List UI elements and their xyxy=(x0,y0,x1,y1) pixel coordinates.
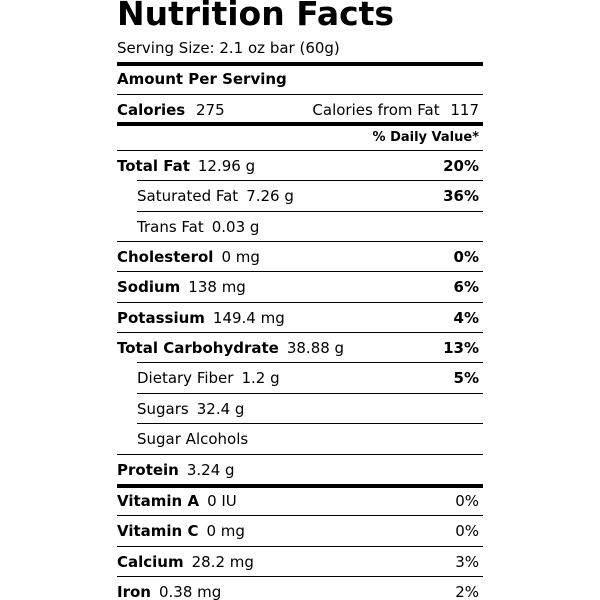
nutrient-row: Sugars 32.4 g xyxy=(137,392,483,424)
nutrient-row: Saturated Fat 7.26 g 36% xyxy=(137,180,483,211)
nutrient-amount: 0 mg xyxy=(221,248,260,267)
calories-row: Calories 275 Calories from Fat 117 xyxy=(117,94,483,125)
nutrient-row: Cholesterol 0 mg 0% xyxy=(117,241,483,272)
nutrient-row: Dietary Fiber 1.2 g 5% xyxy=(137,362,483,393)
nutrient-name: Iron xyxy=(117,582,151,600)
daily-value: 0% xyxy=(455,491,479,510)
daily-value: 2% xyxy=(455,582,479,600)
nutrition-label: Nutrition Facts Serving Size: 2.1 oz bar… xyxy=(117,0,483,600)
nutrient-name: Calcium xyxy=(117,552,184,571)
nutrient-name: Protein xyxy=(117,460,179,479)
daily-value: 36% xyxy=(443,187,479,206)
calories-fat-value: 117 xyxy=(450,101,479,119)
nutrient-name: Vitamin A xyxy=(117,491,200,510)
nutrient-row: Vitamin C 0 mg 0% xyxy=(117,515,483,546)
nutrient-amount: 0.03 g xyxy=(211,217,260,236)
nutrient-row: Sugar Alcohols xyxy=(137,423,483,454)
nutrient-amount: 38.88 g xyxy=(286,339,345,358)
nutrient-name: Saturated Fat xyxy=(137,187,239,206)
nutrient-amount: 7.26 g xyxy=(246,187,294,206)
nutrient-row: Protein 3.24 g xyxy=(117,453,483,485)
daily-value: 0% xyxy=(455,522,479,541)
nutrient-row: Potassium 149.4 mg 4% xyxy=(117,301,483,333)
daily-value: 20% xyxy=(443,157,479,175)
nutrient-amount: 28.2 mg xyxy=(191,552,254,571)
nutrient-amount: 149.4 mg xyxy=(212,308,285,327)
daily-value: 4% xyxy=(453,308,479,327)
nutrient-name: Total Fat xyxy=(117,157,190,175)
nutrient-name: Total Carbohydrate xyxy=(117,339,279,358)
nutrient-amount: 138 mg xyxy=(188,278,246,297)
calories-label: Calories xyxy=(117,101,186,119)
nutrient-name: Sodium xyxy=(117,278,181,297)
nutrient-name: Potassium xyxy=(117,308,205,327)
daily-value: 5% xyxy=(453,369,479,388)
nutrient-row: Vitamin A 0 IU 0% xyxy=(117,484,483,516)
nutrient-name: Trans Fat xyxy=(137,217,204,236)
daily-value-header: % Daily Value* xyxy=(372,130,479,145)
nutrient-name: Dietary Fiber xyxy=(137,369,234,388)
thick-rule xyxy=(117,122,483,126)
amount-per-serving: Amount Per Serving xyxy=(117,70,287,88)
calories-value: 275 xyxy=(196,101,225,119)
nutrient-name: Sugars xyxy=(137,399,189,418)
nutrient-amount: 0 IU xyxy=(207,491,237,510)
daily-value: 0% xyxy=(453,248,479,267)
nutrient-amount: 1.2 g xyxy=(241,369,280,388)
serving-size: Serving Size: 2.1 oz bar (60g) xyxy=(117,39,340,57)
thick-rule xyxy=(117,62,483,66)
nutrient-amount: 3.24 g xyxy=(186,460,235,479)
nutrient-row: Total Fat 12.96 g 20% xyxy=(117,150,483,181)
daily-value: 6% xyxy=(453,278,479,297)
nutrient-amount: 0 mg xyxy=(206,522,245,541)
nutrient-row: Iron 0.38 mg 2% xyxy=(117,575,483,600)
nutrient-row: Calcium 28.2 mg 3% xyxy=(117,545,483,577)
daily-value: 3% xyxy=(455,552,479,571)
nutrient-row: Sodium 138 mg 6% xyxy=(117,271,483,302)
nutrient-row: Total Carbohydrate 38.88 g 13% xyxy=(117,332,483,363)
nutrient-name: Cholesterol xyxy=(117,248,214,267)
nutrient-amount: 32.4 g xyxy=(196,399,245,418)
nutrient-name: Vitamin C xyxy=(117,522,199,541)
calories-fat-label: Calories from Fat xyxy=(312,101,440,119)
daily-value: 13% xyxy=(443,339,479,358)
thick-rule xyxy=(117,483,483,488)
nutrient-amount: 12.96 g xyxy=(197,157,256,175)
nutrient-row: Trans Fat 0.03 g xyxy=(137,210,483,242)
nutrient-name: Sugar Alcohols xyxy=(137,430,249,449)
title: Nutrition Facts xyxy=(117,0,395,33)
nutrient-amount: 0.38 mg xyxy=(158,582,222,600)
